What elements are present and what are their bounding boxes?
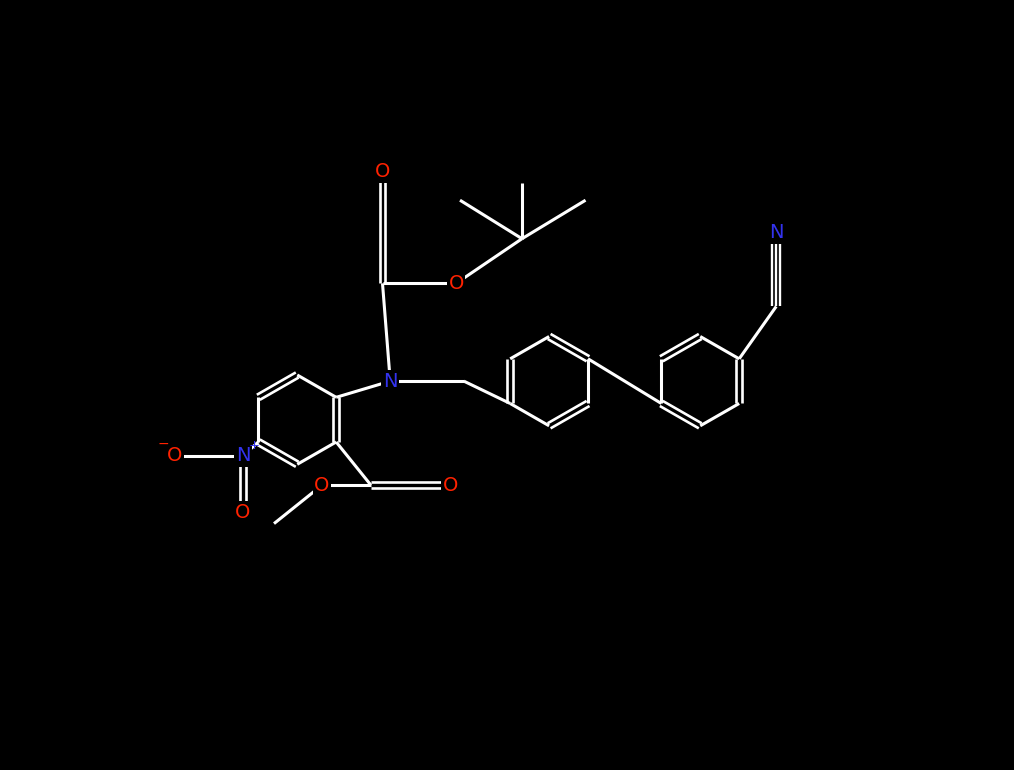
Text: O: O: [314, 476, 330, 494]
Text: O: O: [448, 274, 463, 293]
Text: N: N: [769, 223, 784, 242]
Text: +: +: [248, 439, 260, 451]
Text: O: O: [167, 447, 183, 465]
Text: O: O: [375, 162, 390, 181]
Text: O: O: [235, 503, 250, 521]
Text: −: −: [157, 437, 169, 451]
Text: N: N: [235, 447, 250, 465]
Text: N: N: [383, 372, 397, 390]
Text: O: O: [443, 476, 458, 494]
